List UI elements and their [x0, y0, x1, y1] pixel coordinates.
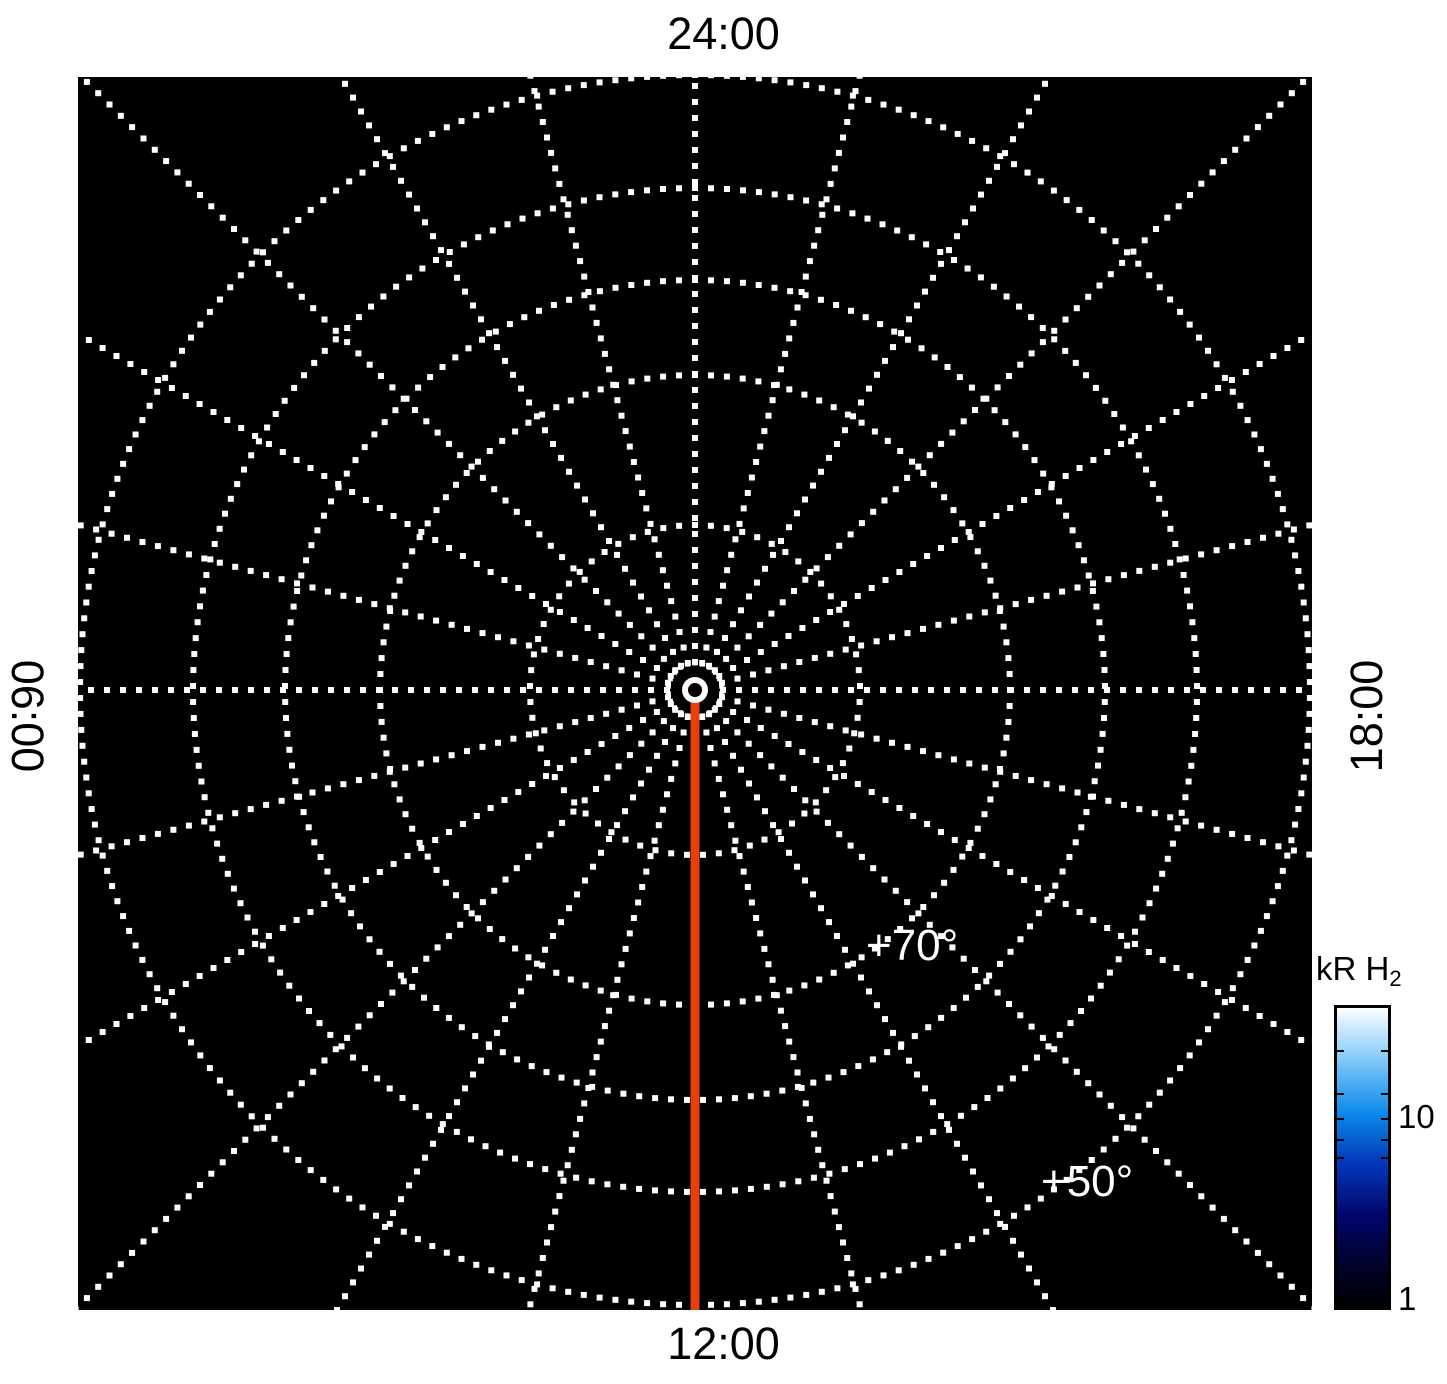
- colorbar-tick-minor-g: [1334, 1050, 1344, 1052]
- colorbar-tick-10-right: [1381, 1118, 1391, 1120]
- inner-dotted-ring: [665, 660, 725, 720]
- colorbar-tick-minor-e: [1334, 1157, 1344, 1159]
- latitude-ring-gridlines: [78, 77, 1312, 1308]
- polar-grid-svg: +70° +50°: [78, 77, 1312, 1310]
- colorbar-tick-minor-f: [1381, 1157, 1391, 1159]
- colorbar-tick-minor-c: [1334, 1139, 1344, 1141]
- colorbar-tick-10-left: [1334, 1118, 1344, 1120]
- latitude-label: +50°: [1041, 1157, 1133, 1206]
- latitude-labels: +70° +50°: [866, 921, 1133, 1206]
- colorbar-tick-minor-a: [1334, 1093, 1344, 1095]
- colorbar-label-10: 10: [1398, 1098, 1435, 1135]
- mlt-label-right: 18:00: [1341, 659, 1392, 773]
- colorbar-tick-minor-h: [1381, 1050, 1391, 1052]
- mlt-label-top: 24:00: [667, 8, 780, 59]
- mlt-label-left: 06:00: [2, 659, 53, 773]
- polar-plot-panel[interactable]: +70° +50°: [78, 77, 1312, 1310]
- colorbar-label-1: 1: [1398, 1280, 1417, 1317]
- colorbar-title-main: kR H: [1316, 950, 1390, 987]
- colorbar-title-subscript: 2: [1389, 966, 1402, 991]
- colorbar-tick-minor-d: [1381, 1139, 1391, 1141]
- latitude-label: +70°: [866, 921, 958, 970]
- magnetic-pole-marker-hole: [688, 683, 702, 697]
- mlt-label-bottom: 12:00: [667, 1318, 780, 1369]
- colorbar-tick-minor-b: [1381, 1093, 1391, 1095]
- colorbar-title: kR H2: [1316, 950, 1402, 991]
